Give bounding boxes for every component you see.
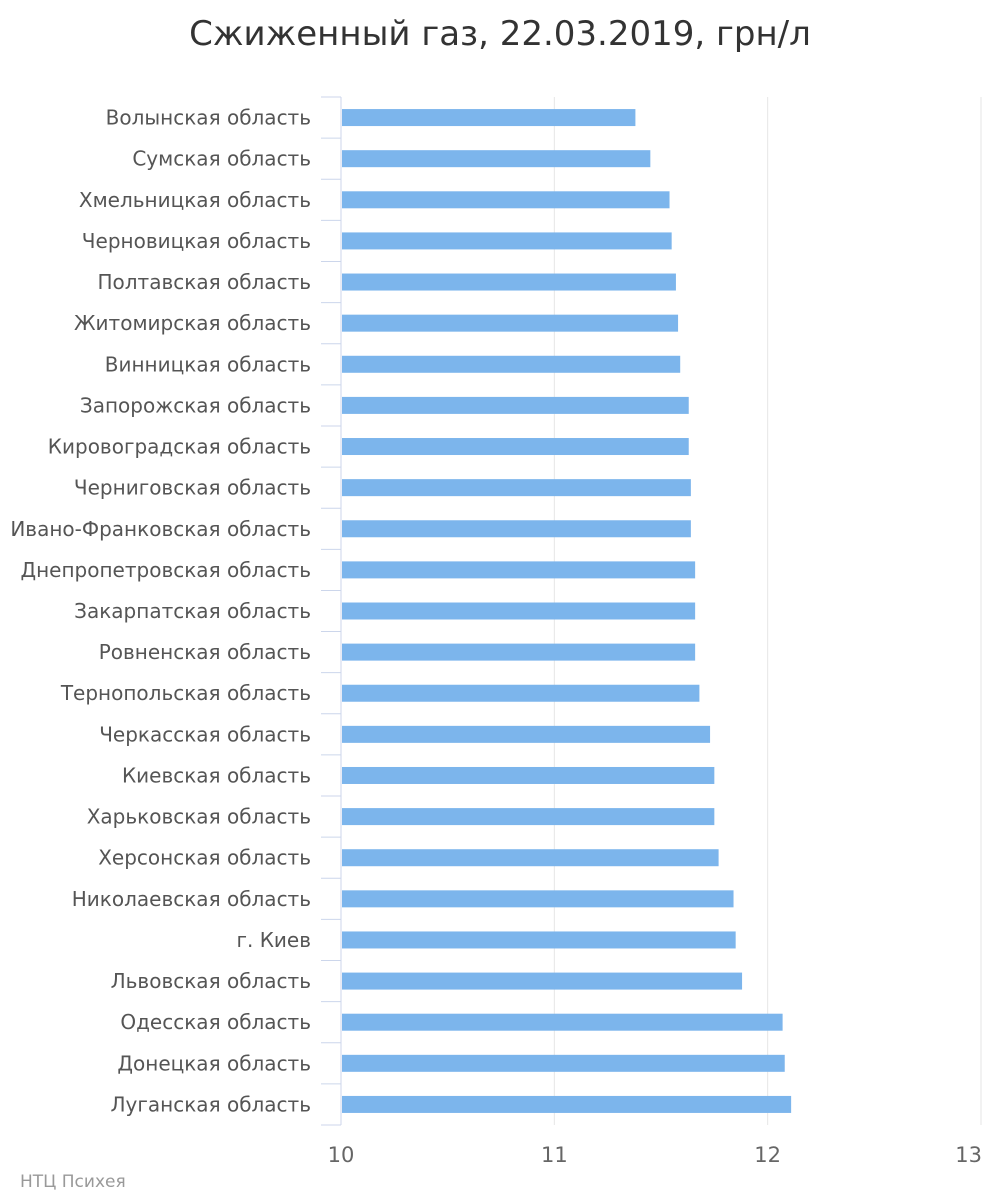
category-label: Киевская область	[122, 763, 311, 787]
bar	[342, 561, 696, 579]
category-label: Львовская область	[111, 969, 311, 993]
bar	[342, 191, 670, 209]
category-label: Черновицкая область	[82, 229, 311, 253]
x-axis-ticks: 10 11 12 13	[328, 1143, 982, 1167]
category-label: Херсонская область	[98, 846, 311, 870]
bar	[342, 273, 676, 291]
category-label: Закарпатская область	[74, 599, 311, 623]
category-label: Ровненская область	[99, 640, 311, 664]
category-label: Хмельницкая область	[79, 188, 311, 212]
category-label: Житомирская область	[74, 311, 311, 335]
category-label: Харьковская область	[87, 805, 311, 829]
bar	[342, 931, 736, 949]
bar	[342, 479, 691, 497]
bar	[342, 1095, 792, 1113]
category-label: Луганская область	[111, 1092, 311, 1116]
category-label: Донецкая область	[117, 1051, 311, 1075]
x-tick-label: 13	[955, 1143, 982, 1167]
bar	[342, 972, 743, 990]
bar	[342, 1013, 783, 1031]
bar	[342, 520, 691, 538]
x-tick-label: 12	[754, 1143, 781, 1167]
bar	[342, 150, 651, 168]
bar	[342, 355, 681, 373]
bar	[342, 684, 700, 702]
bars	[342, 109, 792, 1113]
bar	[342, 396, 689, 414]
bar	[342, 109, 636, 127]
category-label: г. Киев	[236, 928, 311, 952]
category-label: Днепропетровская область	[20, 558, 311, 582]
bar	[342, 438, 689, 456]
category-label: Черниговская область	[74, 476, 311, 500]
x-tick-label: 10	[328, 1143, 355, 1167]
x-tick-label: 11	[541, 1143, 568, 1167]
category-labels: Волынская область Сумская область Хмельниц…	[10, 106, 311, 1117]
bar	[342, 602, 696, 620]
category-label: Ивано-Франковская область	[10, 517, 311, 541]
chart-title: Сжиженный газ, 22.03.2019, грн/л	[189, 14, 811, 54]
category-label: Волынская область	[106, 106, 311, 130]
bar	[342, 808, 715, 826]
bar	[342, 643, 696, 661]
category-label: Одесская область	[120, 1010, 311, 1034]
category-label: Николаевская область	[72, 887, 311, 911]
category-label: Винницкая область	[105, 352, 311, 376]
bar	[342, 849, 719, 867]
category-label: Тернопольская область	[60, 681, 311, 705]
category-label: Черкасская область	[99, 722, 311, 746]
bar	[342, 766, 715, 784]
bar	[342, 725, 711, 743]
category-label: Сумская область	[132, 147, 311, 171]
bar	[342, 314, 679, 332]
credit-text: НТЦ Психея	[20, 1172, 126, 1192]
category-label: Кировоградская область	[48, 435, 311, 459]
category-label: Полтавская область	[97, 270, 311, 294]
category-label: Запорожская область	[80, 393, 311, 417]
bar	[342, 890, 734, 908]
bar	[342, 1054, 785, 1072]
bar	[342, 232, 672, 250]
